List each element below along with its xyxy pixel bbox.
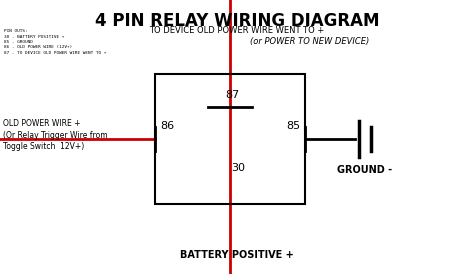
Text: 30: 30 <box>231 162 245 173</box>
Text: PIN OUTS:
30 - BATTERY POSITIVE +
85 - GROUND
86 - OLD POWER WIRE (12V+)
87 - TO: PIN OUTS: 30 - BATTERY POSITIVE + 85 - G… <box>4 29 106 55</box>
Bar <box>155 74 305 204</box>
Text: BATTERY POSITIVE +: BATTERY POSITIVE + <box>180 250 294 260</box>
Text: 86: 86 <box>160 121 174 131</box>
Text: TO DEVICE OLD POWER WIRE WENT TO +: TO DEVICE OLD POWER WIRE WENT TO + <box>149 26 325 35</box>
Text: 85: 85 <box>286 121 300 131</box>
Text: 4 PIN RELAY WIRING DIAGRAM: 4 PIN RELAY WIRING DIAGRAM <box>95 12 379 30</box>
Text: OLD POWER WIRE +
(Or Relay Trigger Wire from
Toggle Switch  12V+): OLD POWER WIRE + (Or Relay Trigger Wire … <box>3 119 108 151</box>
Text: 87: 87 <box>225 90 239 101</box>
Text: GROUND -: GROUND - <box>337 165 392 175</box>
Text: (or POWER TO NEW DEVICE): (or POWER TO NEW DEVICE) <box>250 37 370 46</box>
